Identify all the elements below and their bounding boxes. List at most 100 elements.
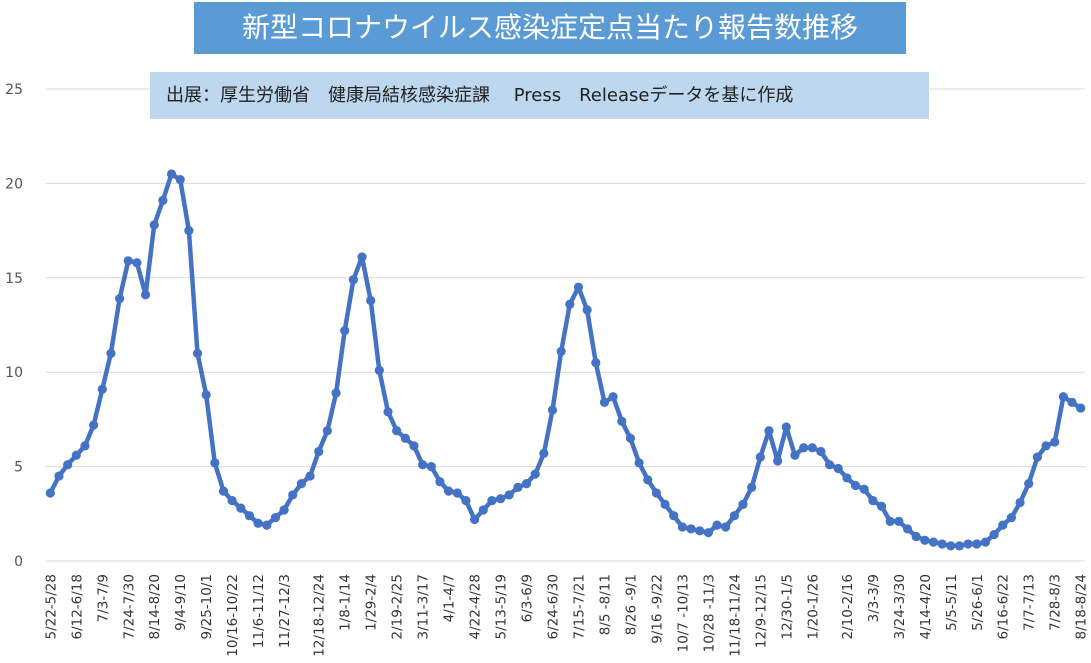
x-tick-label: 6/3-6/9 — [520, 574, 536, 622]
data-point — [530, 469, 540, 479]
data-point — [850, 480, 861, 491]
data-point — [824, 460, 835, 470]
x-tick-label: 3/11-3/17 — [416, 574, 432, 640]
data-point — [876, 501, 887, 511]
source-note: 出展：厚生労働省 健康局結核感染症課 Press Releaseデータを基に作成 — [150, 72, 929, 119]
y-tick-label: 0 — [14, 554, 23, 570]
x-tick-label: 12/9-12/15 — [753, 574, 769, 648]
y-tick-label: 15 — [5, 271, 23, 287]
data-point — [192, 348, 203, 358]
data-point — [669, 511, 679, 521]
data-point — [634, 458, 644, 468]
data-point — [218, 486, 229, 496]
data-point — [998, 520, 1008, 530]
data-point — [288, 490, 298, 500]
x-tick-label: 1/8-1/14 — [338, 574, 354, 631]
data-point — [340, 326, 350, 336]
data-point — [106, 348, 116, 358]
x-tick-label: 10/28 -11/3 — [701, 574, 717, 652]
data-point — [894, 516, 904, 526]
data-point — [400, 433, 410, 443]
data-point — [721, 522, 731, 532]
data-point — [452, 488, 462, 498]
data-point — [911, 531, 921, 542]
data-point — [374, 365, 384, 375]
data-point — [149, 220, 159, 230]
x-tick-label: 4/14-4/20 — [918, 574, 934, 640]
data-point — [1015, 497, 1025, 508]
data-point — [132, 258, 142, 268]
data-point — [426, 462, 436, 472]
data-point — [1024, 478, 1034, 489]
data-point — [764, 426, 774, 436]
data-point — [348, 275, 358, 285]
data-point — [97, 384, 107, 394]
data-point — [920, 535, 930, 545]
x-tick-label: 6/24-6/30 — [546, 574, 562, 640]
data-point — [539, 448, 549, 458]
data-point — [712, 520, 722, 530]
x-tick-label: 5/22-5/28 — [43, 574, 59, 640]
data-point — [608, 392, 618, 402]
data-point — [547, 405, 558, 415]
x-tick-label: 11/18-11/24 — [727, 574, 743, 657]
data-point — [1067, 397, 1077, 408]
x-tick-label: 10/7 -10/13 — [675, 574, 691, 652]
data-point — [946, 541, 956, 551]
data-point — [444, 486, 454, 496]
x-tick-label: 3/24-3/30 — [892, 574, 908, 640]
data-point — [175, 175, 185, 185]
x-tick-label: 11/6-11/12 — [251, 574, 267, 648]
data-point — [807, 443, 817, 453]
data-point — [1050, 437, 1060, 447]
data-point — [331, 388, 341, 398]
x-tick-label: 5/5-5/11 — [944, 574, 960, 631]
data-point — [591, 358, 601, 368]
data-point — [236, 503, 246, 513]
y-tick-label: 10 — [5, 365, 23, 381]
series-line — [48, 171, 1083, 549]
data-point — [703, 528, 713, 538]
y-axis-tick-labels: 0 5 10 15 20 25 — [5, 82, 23, 570]
data-point — [937, 539, 947, 549]
data-point — [201, 390, 211, 400]
x-tick-label: 8/14-8/20 — [147, 574, 163, 640]
x-tick-label: 7/15-7/21 — [571, 574, 587, 640]
data-point — [790, 450, 800, 460]
data-point — [695, 526, 705, 536]
y-tick-label: 25 — [5, 82, 23, 98]
data-point — [677, 522, 687, 532]
data-point — [392, 426, 402, 436]
chart-title: 新型コロナウイルス感染症定点当たり報告数推移 — [194, 2, 906, 54]
series-line-path — [48, 171, 1083, 549]
data-point — [166, 169, 177, 179]
x-tick-label: 7/28-8/3 — [1048, 574, 1064, 631]
data-point — [1006, 512, 1017, 523]
x-tick-label: 6/16-6/22 — [996, 574, 1012, 640]
data-point — [435, 477, 445, 487]
data-point — [296, 478, 307, 489]
data-point — [565, 299, 575, 309]
data-point — [729, 511, 739, 521]
data-point — [114, 293, 125, 304]
data-point — [63, 460, 73, 470]
x-tick-label: 6/12-6/18 — [69, 574, 85, 640]
x-tick-label: 9/16 -9/22 — [649, 574, 665, 644]
x-tick-label: 1/20-1/26 — [805, 574, 821, 640]
data-point — [357, 252, 367, 262]
data-point — [1076, 403, 1086, 413]
x-tick-label: 8/18-8/24 — [1074, 574, 1090, 640]
data-point — [262, 520, 272, 530]
data-point — [980, 537, 991, 547]
x-tick-label: 4/22-4/28 — [468, 574, 484, 640]
data-point — [651, 488, 662, 498]
data-point — [123, 256, 133, 266]
x-tick-label: 8/26 -9/1 — [623, 574, 639, 635]
x-tick-label: 5/26-6/1 — [970, 574, 986, 631]
data-point — [418, 460, 428, 470]
data-point — [270, 512, 281, 523]
x-tick-label: 2/10-2/16 — [840, 574, 856, 640]
x-tick-label: 5/13-5/19 — [494, 574, 510, 640]
x-tick-label: 2/19-2/25 — [390, 574, 406, 640]
data-point — [469, 514, 480, 525]
